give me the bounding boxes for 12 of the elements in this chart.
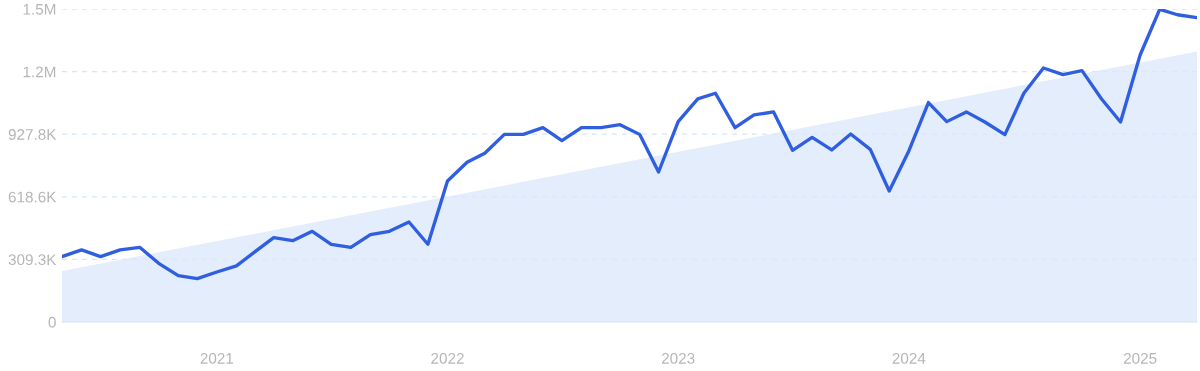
- y-tick-label: 309.3K: [8, 254, 57, 266]
- x-tick-label: 2025: [1123, 352, 1157, 364]
- y-tick-label: 1.5M: [23, 4, 56, 15]
- x-tick-label: 2024: [892, 352, 926, 364]
- line-series: [62, 9, 1197, 281]
- y-tick-label: 618.6K: [8, 191, 57, 203]
- x-tick-label: 2023: [661, 352, 695, 364]
- x-tick-label: 2021: [200, 352, 234, 364]
- y-tick-label: 1.2M: [23, 66, 56, 78]
- y-tick-label: 0: [48, 316, 56, 328]
- x-tick-label: 2022: [431, 352, 464, 364]
- y-tick-label: 927.8K: [8, 129, 57, 140]
